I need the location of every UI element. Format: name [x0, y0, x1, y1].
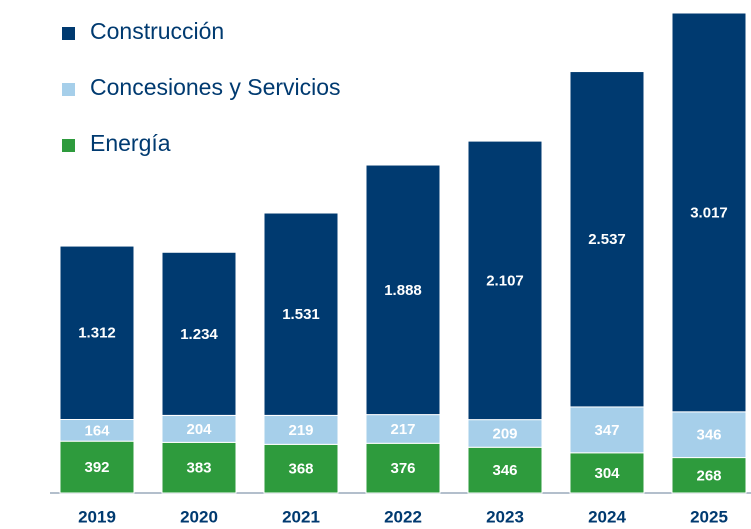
- bar-segment: [365, 164, 441, 416]
- data-label: 204: [186, 421, 212, 438]
- bar-segment: [569, 71, 645, 408]
- legend-label: Energía: [90, 130, 171, 156]
- bar-segment: [263, 212, 339, 416]
- data-label: 346: [492, 462, 517, 479]
- data-label: 164: [84, 422, 110, 439]
- data-label: 346: [696, 427, 721, 444]
- data-label: 268: [696, 467, 721, 484]
- bar-segment: [161, 251, 237, 416]
- legend-swatch: [62, 83, 75, 96]
- data-label: 1.312: [78, 325, 116, 342]
- bar-segment: [59, 440, 135, 494]
- data-label: 2.537: [588, 231, 626, 248]
- bar-segment: [263, 414, 339, 445]
- x-tick-label: 2021: [282, 507, 320, 526]
- data-label: 219: [288, 422, 313, 439]
- legend-label: Concesiones y Servicios: [90, 74, 341, 100]
- legend-swatch: [62, 139, 75, 152]
- data-label: 2.107: [486, 272, 524, 289]
- data-label: 304: [594, 465, 620, 482]
- data-label: 368: [288, 461, 313, 478]
- x-tick-label: 2019: [78, 507, 116, 526]
- bar-segment: [671, 12, 747, 413]
- bar-segment: [161, 414, 237, 443]
- bar-segment: [467, 140, 543, 421]
- x-tick-label: 2025: [690, 507, 728, 526]
- bar-segment: [569, 406, 645, 454]
- legend-swatch: [62, 27, 75, 40]
- data-label: 376: [390, 460, 415, 477]
- bar-segment: [365, 442, 441, 494]
- x-tick-label: 2023: [486, 507, 524, 526]
- bar-segment: [467, 446, 543, 494]
- bar-segment: [671, 411, 747, 459]
- bar-segment: [671, 457, 747, 494]
- data-label: 1.888: [384, 282, 422, 299]
- bar-segment: [569, 452, 645, 494]
- x-tick-label: 2020: [180, 507, 218, 526]
- data-label: 347: [594, 422, 619, 439]
- x-tick-label: 2022: [384, 507, 422, 526]
- bar-segment: [59, 245, 135, 420]
- data-label: 209: [492, 425, 517, 442]
- x-tick-label: 2024: [588, 507, 626, 526]
- data-label: 383: [186, 460, 211, 477]
- bar-segment: [467, 419, 543, 448]
- bar-segment: [263, 443, 339, 494]
- legend-label: Construcción: [90, 18, 224, 44]
- data-label: 392: [84, 459, 109, 476]
- data-label: 217: [390, 421, 415, 438]
- data-label: 1.531: [282, 306, 320, 323]
- data-label: 1.234: [180, 326, 218, 343]
- data-label: 3.017: [690, 204, 728, 221]
